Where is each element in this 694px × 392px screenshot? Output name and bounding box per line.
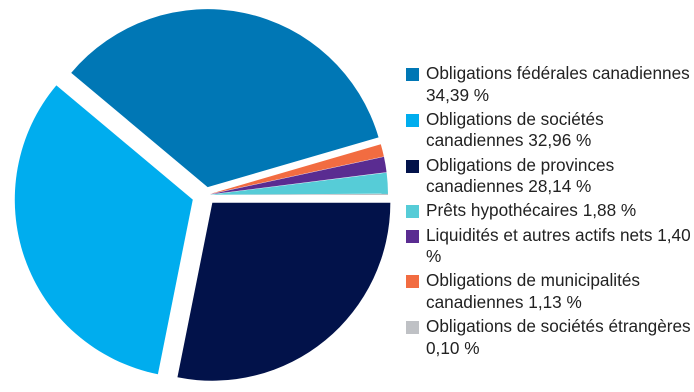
legend-swatch-federal — [406, 68, 419, 81]
legend-label-federal: Obligations fédérales canadiennes — [426, 63, 690, 83]
pie-slice-provincial — [177, 202, 391, 381]
legend-label-foreign: Obligations de sociétés étrangères — [426, 316, 691, 337]
legend-value-foreign: 0,10 % — [426, 337, 480, 358]
legend-item-cash: Liquidités et autres actifs nets 1,40 % — [406, 225, 694, 268]
legend-item-federal: Obligations fédérales canadiennes 34,39 … — [406, 63, 694, 106]
legend-swatch-municipal — [406, 275, 419, 289]
legend-label-corporate: Obligations de sociétés canadiennes — [426, 108, 604, 151]
legend-value-mortgages: 1,88 % — [582, 200, 637, 221]
pie-slice-cash — [209, 156, 387, 195]
legend-item-mortgages: Prêts hypothécaires 1,88 % — [406, 200, 694, 222]
pie-slice-foreign — [210, 193, 389, 195]
legend: Obligations fédérales canadiennes 34,39 … — [406, 63, 694, 362]
legend-label-municipal: Obligations de municipalités canadiennes — [426, 270, 641, 312]
pie-slice-corporate — [14, 85, 193, 375]
legend-item-municipal: Obligations de municipalités canadiennes… — [406, 270, 694, 313]
pie-slice-municipal — [209, 144, 384, 195]
legend-label-provincial: Obligations de provinces canadiennes — [426, 154, 615, 197]
legend-value-municipal: 1,13 % — [528, 291, 582, 312]
legend-swatch-cash — [406, 229, 419, 243]
legend-value-corporate: 32,96 % — [528, 130, 592, 151]
legend-label-mortgages: Prêts hypothécaires — [426, 200, 578, 221]
pie-chart — [14, 9, 391, 381]
legend-label-cash: Liquidités et autres actifs nets — [426, 224, 653, 245]
pie-slice-mortgages — [209, 172, 388, 195]
legend-value-provincial: 28,14 % — [528, 176, 592, 197]
legend-value-federal: 34,39 % — [426, 84, 490, 105]
legend-swatch-corporate — [406, 113, 419, 127]
pie-slice-federal — [71, 9, 379, 188]
legend-swatch-mortgages — [406, 205, 419, 219]
legend-value-cash: 1,40 % — [426, 224, 691, 267]
legend-item-foreign: Obligations de sociétés étrangères 0,10 … — [406, 316, 694, 359]
legend-swatch-foreign — [406, 321, 419, 335]
legend-swatch-provincial — [406, 159, 419, 173]
legend-item-corporate: Obligations de sociétés canadiennes 32,9… — [406, 109, 694, 152]
legend-item-provincial: Obligations de provinces canadiennes 28,… — [406, 155, 694, 198]
